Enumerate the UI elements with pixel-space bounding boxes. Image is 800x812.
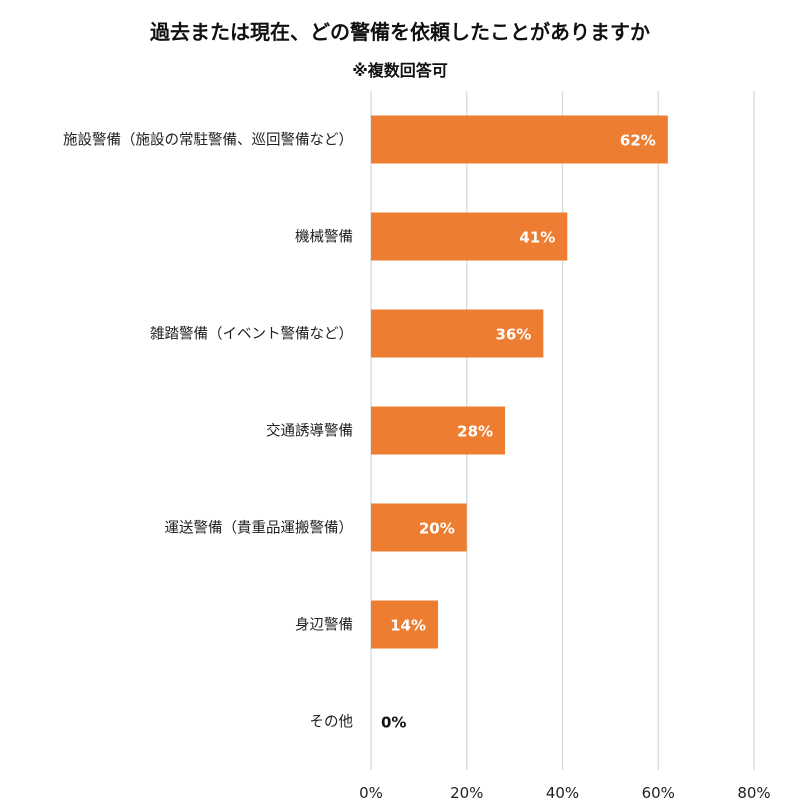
chart-title: 過去または現在、どの警備を依頼したことがありますか [150, 20, 650, 44]
x-tick-label: 20% [450, 784, 483, 802]
category-label: その他 [310, 714, 354, 731]
bar [371, 503, 467, 552]
x-tick-label: 60% [642, 784, 675, 802]
chart-subtitle: ※複数回答可 [352, 61, 448, 80]
x-tick-label: 80% [737, 784, 770, 802]
data-label: 14% [390, 617, 426, 635]
data-label: 62% [620, 132, 656, 150]
x-tick-label: 0% [359, 784, 383, 802]
bar [371, 212, 568, 261]
data-label: 20% [419, 520, 455, 538]
category-label: 雑踏警備（イベント警備など） [150, 326, 353, 343]
bar [371, 115, 668, 164]
category-label: 身辺警備 [295, 617, 353, 634]
bar [371, 406, 506, 455]
data-label: 28% [457, 423, 493, 441]
category-label: 施設警備（施設の常駐警備、巡回警備など） [63, 132, 353, 149]
category-label: 交通誘導警備 [266, 422, 353, 440]
data-label: 41% [519, 229, 555, 247]
data-label: 0% [381, 714, 406, 732]
category-label: 運送警備（貴重品運搬警備） [165, 520, 354, 537]
x-tick-label: 40% [546, 784, 579, 802]
data-label: 36% [495, 326, 531, 344]
bar [371, 600, 439, 649]
category-label: 機械警備 [295, 229, 353, 246]
bar [371, 309, 544, 358]
